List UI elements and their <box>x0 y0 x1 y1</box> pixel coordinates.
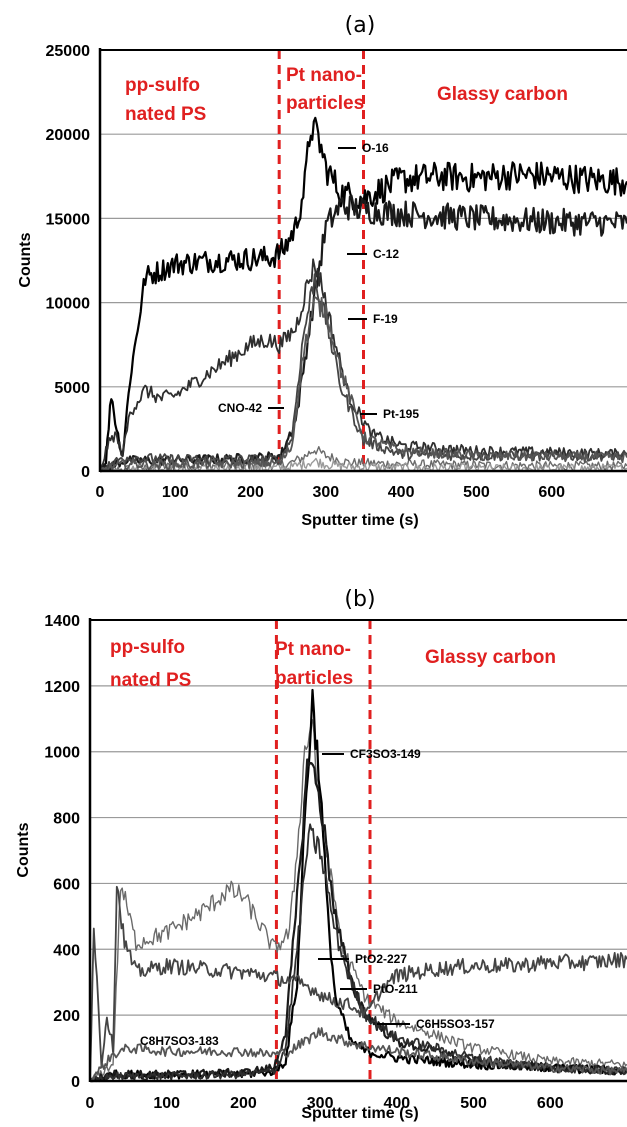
series-label: C8H7SO3-183 <box>140 1034 219 1048</box>
panel-a: (a) 0 5000 10000 15000 20000 25000 0 100 200 300 4… <box>17 13 627 529</box>
y-tick-label: 1200 <box>44 679 80 696</box>
panel-a-xlabel: Sputter time (s) <box>301 512 418 529</box>
series-label: Pt-195 <box>383 407 419 421</box>
y-tick-label: 0 <box>71 1074 80 1091</box>
y-tick-label: 20000 <box>46 127 91 144</box>
y-tick-label: 25000 <box>46 43 91 60</box>
y-tick-label: 800 <box>53 811 80 828</box>
y-tick-label: 600 <box>53 876 80 893</box>
x-tick-label: 0 <box>86 1095 95 1112</box>
y-tick-label: 10000 <box>46 296 91 313</box>
series-label: PtO-211 <box>373 982 418 996</box>
series-label: O-16 <box>362 141 389 155</box>
x-tick-label: 200 <box>237 484 264 501</box>
panel-b: (b) 0 200 400 600 800 1000 1200 1400 0 100 200 300 4… <box>15 587 627 1122</box>
x-tick-label: 400 <box>388 484 415 501</box>
y-tick-label: 0 <box>81 464 90 481</box>
region-label: nated PS <box>110 670 191 691</box>
series-label: CF3SO3-149 <box>350 747 421 761</box>
x-tick-label: 100 <box>153 1095 180 1112</box>
panel-b-xlabel: Sputter time (s) <box>301 1105 418 1122</box>
y-tick-label: 1000 <box>44 745 80 762</box>
x-tick-label: 500 <box>463 484 490 501</box>
x-tick-label: 600 <box>537 1095 564 1112</box>
x-tick-label: 200 <box>230 1095 257 1112</box>
series-label: C-12 <box>373 247 399 261</box>
series-label: F-19 <box>373 312 398 326</box>
series-line-c6h5so3-157 <box>89 885 627 1082</box>
series-line-unlabeled <box>89 719 627 1082</box>
series-line-unlabeled <box>99 446 627 472</box>
panel-b-ylabel: Counts <box>15 822 32 877</box>
region-label: Glassy carbon <box>437 84 568 105</box>
series-line-pt-195 <box>99 296 627 472</box>
x-tick-label: 0 <box>96 484 105 501</box>
region-label: Glassy carbon <box>425 647 556 668</box>
panel-b-title: (b) <box>344 587 375 612</box>
region-label: pp-sulfo <box>110 637 185 658</box>
y-tick-label: 15000 <box>46 211 91 228</box>
y-tick-label: 200 <box>53 1008 80 1025</box>
x-tick-label: 500 <box>460 1095 487 1112</box>
region-label: particles <box>275 668 353 689</box>
x-tick-label: 400 <box>384 1095 411 1112</box>
x-tick-label: 300 <box>307 1095 334 1112</box>
panel-a-ylabel: Counts <box>17 232 34 287</box>
x-tick-label: 100 <box>162 484 189 501</box>
panel-a-title: (a) <box>345 13 376 38</box>
y-tick-label: 400 <box>53 942 80 959</box>
region-label: Pt nano- <box>286 65 362 86</box>
series-label: CNO-42 <box>218 401 262 415</box>
series-line-c8h7so3-183 <box>89 1027 627 1082</box>
region-label: Pt nano- <box>275 639 351 660</box>
region-label: nated PS <box>125 104 206 125</box>
series-label: C6H5SO3-157 <box>416 1017 495 1031</box>
y-tick-label: 5000 <box>54 380 90 397</box>
series-label: PtO2-227 <box>355 952 407 966</box>
region-label: particles <box>286 93 364 114</box>
y-tick-label: 1400 <box>44 613 80 630</box>
region-label: pp-sulfo <box>125 75 200 96</box>
x-tick-label: 600 <box>538 484 565 501</box>
x-tick-label: 300 <box>313 484 340 501</box>
